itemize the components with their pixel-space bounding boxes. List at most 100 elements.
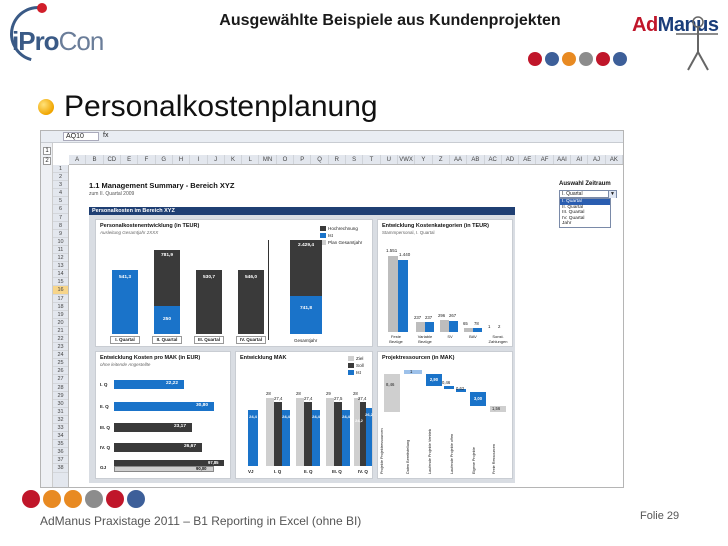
bar-value: 1.440 bbox=[399, 252, 411, 257]
separator-line bbox=[268, 240, 269, 340]
row-header[interactable]: 20 bbox=[53, 319, 68, 327]
column-header[interactable]: AA bbox=[450, 155, 468, 164]
row-header[interactable]: 36 bbox=[53, 448, 68, 457]
row-header[interactable]: 15 bbox=[53, 278, 68, 287]
row-header[interactable]: 11 bbox=[53, 246, 68, 255]
period-option[interactable]: III. Quartal bbox=[562, 210, 585, 215]
outline-level-1[interactable]: 1 bbox=[43, 147, 51, 155]
waterfall-total bbox=[384, 374, 400, 412]
column-header[interactable]: H bbox=[173, 155, 191, 164]
column-header[interactable]: CD bbox=[104, 155, 121, 164]
row-header[interactable]: 32 bbox=[53, 416, 68, 424]
column-header[interactable]: AE bbox=[519, 155, 537, 164]
column-header[interactable]: J bbox=[208, 155, 225, 164]
chevron-down-icon[interactable]: ▼ bbox=[608, 191, 616, 198]
row-header[interactable]: 35 bbox=[53, 440, 68, 449]
row-header[interactable]: 8 bbox=[53, 222, 68, 230]
row-header[interactable]: 6 bbox=[53, 205, 68, 214]
row-header[interactable]: 24 bbox=[53, 351, 68, 360]
x-label: Projekte Projektressourcen bbox=[380, 428, 384, 474]
period-combobox[interactable]: I. Quartal ▼ bbox=[559, 190, 617, 198]
row-header[interactable]: 31 bbox=[53, 408, 68, 416]
row-header[interactable]: 2 bbox=[53, 173, 68, 182]
period-option[interactable]: IV. Quartal bbox=[562, 215, 585, 221]
column-header[interactable]: AJ bbox=[588, 155, 606, 164]
row-header[interactable]: 5 bbox=[53, 197, 68, 206]
bar-value: 1 bbox=[488, 324, 491, 329]
name-box[interactable]: AQ10 bbox=[63, 132, 99, 141]
column-header[interactable]: MN bbox=[259, 155, 277, 164]
column-header[interactable]: L bbox=[242, 155, 260, 164]
row-header[interactable]: 23 bbox=[53, 343, 68, 352]
row-header[interactable]: 38 bbox=[53, 464, 68, 473]
column-header[interactable]: Z bbox=[433, 155, 450, 164]
column-header[interactable]: AD bbox=[502, 155, 520, 164]
column-header[interactable]: AF bbox=[536, 155, 554, 164]
bar-label: 24,4 bbox=[249, 414, 257, 419]
color-dot bbox=[22, 490, 40, 508]
column-header[interactable]: F bbox=[138, 155, 156, 164]
column-header[interactable]: A bbox=[69, 155, 87, 164]
row-header[interactable]: 29 bbox=[53, 392, 68, 400]
column-header[interactable]: I bbox=[190, 155, 208, 164]
row-header[interactable]: 25 bbox=[53, 359, 68, 368]
panel-subtitle: Stammpersonal, I. Quartal bbox=[382, 230, 435, 235]
row-header[interactable]: 21 bbox=[53, 327, 68, 335]
column-header[interactable]: AK bbox=[606, 155, 623, 164]
column-header[interactable]: T bbox=[363, 155, 381, 164]
row-header[interactable]: 30 bbox=[53, 400, 68, 408]
bar-label: 30,80 bbox=[196, 403, 209, 408]
outline-level-2[interactable]: 2 bbox=[43, 157, 51, 165]
row-header[interactable]: 33 bbox=[53, 424, 68, 433]
period-option[interactable]: I. Quartal bbox=[560, 199, 610, 205]
column-header[interactable]: R bbox=[329, 155, 346, 164]
column-header[interactable]: AC bbox=[485, 155, 502, 164]
row-header[interactable]: 27 bbox=[53, 375, 68, 384]
row-header[interactable]: 14 bbox=[53, 270, 68, 279]
row-header[interactable]: 34 bbox=[53, 432, 68, 441]
column-header[interactable]: O bbox=[277, 155, 295, 164]
column-header[interactable]: B bbox=[86, 155, 104, 164]
row-header[interactable]: 4 bbox=[53, 189, 68, 198]
row-header[interactable]: 19 bbox=[53, 311, 68, 319]
row-header[interactable]: 13 bbox=[53, 262, 68, 271]
bar-value: 65 bbox=[463, 321, 468, 326]
column-header[interactable]: G bbox=[156, 155, 173, 164]
color-dot bbox=[613, 52, 627, 66]
row-header[interactable]: 16 bbox=[53, 286, 68, 295]
bar-label: 97,85 bbox=[208, 460, 219, 465]
bar-q2-soll bbox=[304, 402, 312, 466]
bar-label: 250 bbox=[162, 317, 171, 322]
row-header[interactable]: 12 bbox=[53, 254, 68, 263]
row-header[interactable]: 10 bbox=[53, 238, 68, 246]
row-header[interactable]: 1 bbox=[53, 165, 68, 174]
bar-value: 296 bbox=[438, 313, 446, 318]
waterfall-step bbox=[404, 370, 422, 374]
column-header[interactable]: AI bbox=[571, 155, 589, 164]
row-header[interactable]: 37 bbox=[53, 456, 68, 465]
column-header[interactable]: S bbox=[346, 155, 364, 164]
period-option[interactable]: Jahr bbox=[562, 221, 572, 226]
row-header[interactable]: 26 bbox=[53, 367, 68, 376]
row-header[interactable]: 28 bbox=[53, 384, 68, 392]
row-header[interactable]: 3 bbox=[53, 181, 68, 190]
row-header[interactable]: 17 bbox=[53, 295, 68, 303]
x-label: Eigene Projekte bbox=[472, 447, 476, 474]
row-header[interactable]: 9 bbox=[53, 230, 68, 238]
column-header[interactable]: U bbox=[381, 155, 398, 164]
column-header[interactable]: AAI bbox=[554, 155, 572, 164]
row-header[interactable]: 7 bbox=[53, 214, 68, 222]
x-label: Gesamtjahr bbox=[294, 338, 318, 343]
column-header[interactable]: K bbox=[225, 155, 243, 164]
column-header[interactable]: Y bbox=[415, 155, 433, 164]
column-header[interactable]: E bbox=[121, 155, 139, 164]
legend-label: Ist bbox=[328, 233, 333, 238]
column-header[interactable]: VWX bbox=[398, 155, 416, 164]
period-option[interactable]: II. Quartal bbox=[562, 204, 584, 210]
column-header[interactable]: P bbox=[294, 155, 312, 164]
row-header[interactable]: 22 bbox=[53, 335, 68, 344]
row-header[interactable]: 18 bbox=[53, 303, 68, 311]
column-header[interactable]: AB bbox=[467, 155, 485, 164]
x-label: Variable Bezüge bbox=[417, 334, 433, 344]
column-header[interactable]: Q bbox=[311, 155, 329, 164]
